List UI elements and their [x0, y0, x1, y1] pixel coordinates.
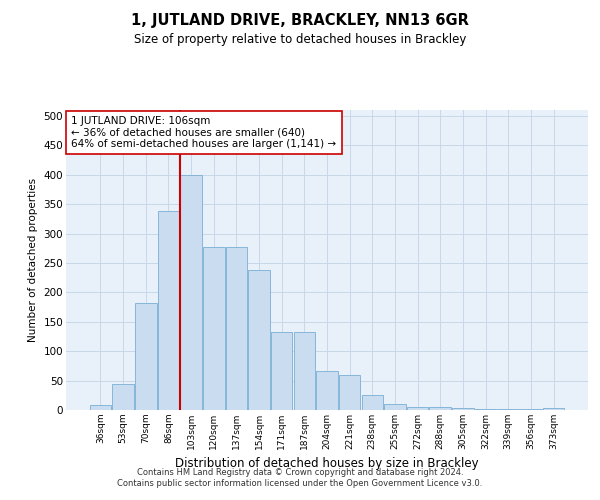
Bar: [452, 408, 473, 410]
Y-axis label: Number of detached properties: Number of detached properties: [28, 178, 38, 342]
X-axis label: Distribution of detached houses by size in Brackley: Distribution of detached houses by size …: [175, 458, 479, 470]
Text: Size of property relative to detached houses in Brackley: Size of property relative to detached ho…: [134, 32, 466, 46]
Bar: [203, 247, 224, 410]
Text: 1, JUTLAND DRIVE, BRACKLEY, NN13 6GR: 1, JUTLAND DRIVE, BRACKLEY, NN13 6GR: [131, 12, 469, 28]
Bar: [271, 332, 292, 410]
Bar: [497, 409, 519, 410]
Bar: [226, 247, 247, 410]
Bar: [112, 384, 134, 410]
Bar: [248, 270, 270, 410]
Bar: [362, 396, 383, 410]
Bar: [316, 370, 338, 410]
Bar: [158, 211, 179, 410]
Bar: [384, 404, 406, 410]
Bar: [520, 409, 542, 410]
Bar: [135, 303, 157, 410]
Bar: [430, 407, 451, 410]
Bar: [90, 406, 111, 410]
Bar: [475, 409, 496, 410]
Text: 1 JUTLAND DRIVE: 106sqm
← 36% of detached houses are smaller (640)
64% of semi-d: 1 JUTLAND DRIVE: 106sqm ← 36% of detache…: [71, 116, 337, 149]
Text: Contains HM Land Registry data © Crown copyright and database right 2024.
Contai: Contains HM Land Registry data © Crown c…: [118, 468, 482, 487]
Bar: [407, 407, 428, 410]
Bar: [293, 332, 315, 410]
Bar: [339, 374, 361, 410]
Bar: [181, 174, 202, 410]
Bar: [543, 408, 564, 410]
